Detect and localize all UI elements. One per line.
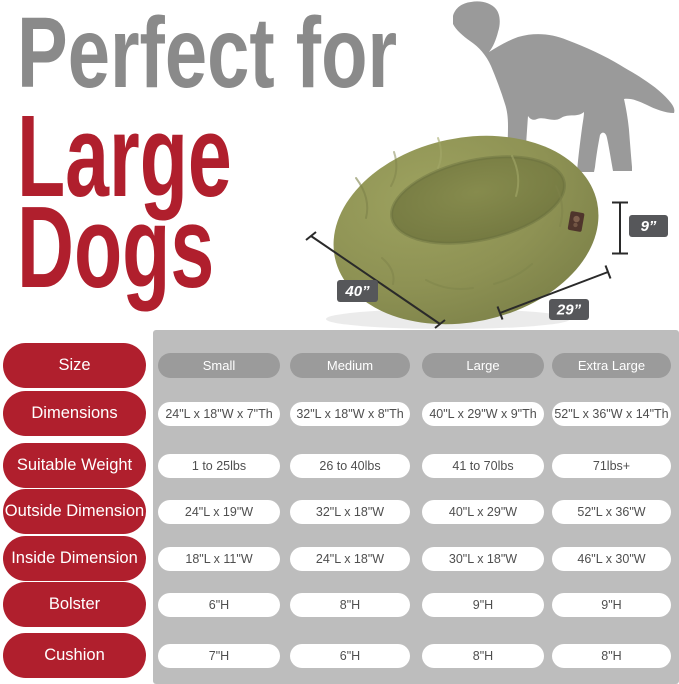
cell-dimensions-small: 24"L x 18"W x 7"Th: [158, 402, 280, 426]
dimension-label-height: 9”: [629, 215, 668, 237]
row-label-dimensions: Dimensions: [3, 391, 146, 436]
row-label-bolster: Bolster: [3, 582, 146, 627]
cell-outside-extra-large: 52"L x 36"W: [552, 500, 671, 524]
cell-cushion-medium: 6"H: [290, 644, 410, 668]
dimension-label-length: 40”: [337, 280, 378, 302]
cell-bolster-medium: 8"H: [290, 593, 410, 617]
row-label-cushion: Cushion: [3, 633, 146, 678]
svg-text:9”: 9”: [641, 218, 657, 235]
brand-tag-icon: [567, 211, 585, 232]
measure-line-length: [305, 231, 446, 329]
cell-inside-medium: 24"L x 18"W: [290, 547, 410, 571]
svg-text:40”: 40”: [344, 283, 370, 300]
row-label-outside-dimension: Outside Dimension: [3, 489, 146, 534]
svg-text:29”: 29”: [556, 302, 582, 319]
size-header-small: Small: [158, 353, 280, 378]
measure-line-width: [496, 265, 612, 320]
cell-bolster-extra-large: 9"H: [552, 593, 671, 617]
page-title-line-1: Perfect for: [17, 0, 398, 109]
measurement-overlay: 40” 29” 9”: [305, 201, 668, 329]
cell-cushion-extra-large: 8"H: [552, 644, 671, 668]
size-header-medium: Medium: [290, 353, 410, 378]
dog-bed-illustration: [326, 135, 599, 329]
cell-dimensions-medium: 32"L x 18"W x 8"Th: [290, 402, 410, 426]
cell-weight-small: 1 to 25lbs: [158, 454, 280, 478]
cell-weight-extra-large: 71lbs+: [552, 454, 671, 478]
measure-line-height: [612, 201, 628, 255]
row-label-inside-dimension: Inside Dimension: [3, 536, 146, 581]
row-label-size: Size: [3, 343, 146, 388]
cell-dimensions-extra-large: 52"L x 36"W x 14"Th: [552, 402, 671, 426]
cell-weight-medium: 26 to 40lbs: [290, 454, 410, 478]
page-title-line-2: Large: [17, 91, 232, 221]
dog-silhouette-icon: [453, 1, 675, 173]
cell-outside-small: 24"L x 19"W: [158, 500, 280, 524]
cell-weight-large: 41 to 70lbs: [422, 454, 544, 478]
size-header-extra-large: Extra Large: [552, 353, 671, 378]
bed-cushion: [391, 156, 565, 244]
row-label-suitable-weight: Suitable Weight: [3, 443, 146, 488]
cell-bolster-small: 6"H: [158, 593, 280, 617]
size-header-large: Large: [422, 353, 544, 378]
size-chart-panel: Small Medium Large Extra Large 24"L x 18…: [153, 330, 679, 684]
cell-outside-large: 40"L x 29"W: [422, 500, 544, 524]
cell-bolster-large: 9"H: [422, 593, 544, 617]
page-title-line-3: Dogs: [17, 182, 215, 312]
cell-inside-small: 18"L x 11"W: [158, 547, 280, 571]
cell-outside-medium: 32"L x 18"W: [290, 500, 410, 524]
cell-dimensions-large: 40"L x 29"W x 9"Th: [422, 402, 544, 426]
bed-wrinkles: [355, 137, 564, 290]
cell-cushion-small: 7"H: [158, 644, 280, 668]
cell-cushion-large: 8"H: [422, 644, 544, 668]
cell-inside-large: 30"L x 18"W: [422, 547, 544, 571]
cell-inside-extra-large: 46"L x 30"W: [552, 547, 671, 571]
dimension-label-width: 29”: [549, 299, 589, 320]
